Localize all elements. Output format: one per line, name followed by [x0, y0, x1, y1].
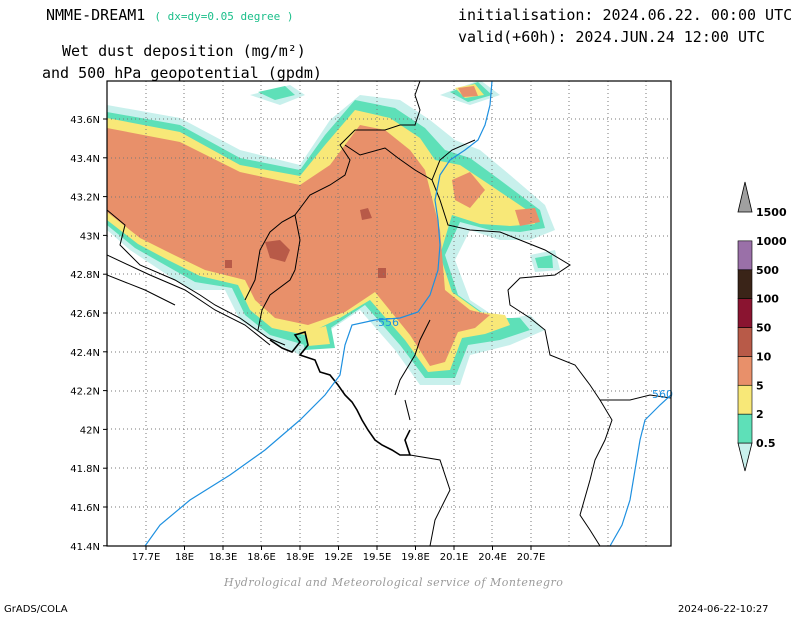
colorbar-high-arrow — [737, 181, 753, 213]
colorbar-low-arrow — [737, 442, 753, 472]
footer-left: GrADS/COLA — [4, 604, 68, 615]
footer-right: 2024-06-22-10:27 — [678, 604, 769, 615]
colorbar-label: 1500 — [756, 206, 787, 219]
x-tick-label: 18.9E — [286, 552, 315, 563]
x-tick-label: 19.2E — [324, 552, 353, 563]
coastline — [269, 330, 412, 456]
x-tick-label: 18E — [175, 552, 194, 563]
deposition-10-layer — [107, 86, 540, 366]
x-tick-label: 19.5E — [363, 552, 392, 563]
y-tick-label: 41.4N — [70, 542, 100, 553]
model-name: NMME-DREAM1 — [46, 6, 146, 24]
colorbar-segment — [737, 240, 753, 271]
colorbar-segment — [737, 269, 753, 299]
title-line-2: and 500 hPa geopotential (gpdm) — [42, 64, 322, 82]
colorbar-segment — [737, 384, 753, 415]
valid-time: valid(+60h): 2024.JUN.24 12:00 UTC — [458, 28, 766, 46]
y-axis: 43.6N 43.4N 43.2N 43N 42.8N 42.6N 42.4N 42.2N 42… — [70, 115, 107, 553]
resolution-label: ( dx=dy=0.05 degree ) — [154, 10, 294, 23]
colorbar-label: 0.5 — [756, 437, 776, 450]
x-tick-label: 18.3E — [209, 552, 238, 563]
colorbar-label: 10 — [756, 350, 772, 363]
contour-label-560: 560 — [652, 388, 673, 401]
y-tick-label: 41.6N — [70, 503, 100, 514]
colorbar-label: 50 — [756, 322, 772, 335]
y-tick-label: 41.8N — [70, 464, 100, 475]
credit-text: Hydrological and Meteorological service … — [224, 576, 564, 589]
x-tick-label: 20.7E — [517, 552, 546, 563]
contour-labels: 556 560 — [378, 316, 673, 401]
contour-label-556: 556 — [378, 316, 399, 329]
y-tick-label: 42.4N — [70, 348, 100, 359]
x-tick-label: 18.6E — [247, 552, 276, 563]
y-tick-label: 42.6N — [70, 309, 100, 320]
y-tick-label: 43N — [80, 231, 100, 242]
y-tick-label: 43.6N — [70, 115, 100, 126]
colorbar-label: 1000 — [756, 235, 787, 248]
y-tick-label: 42.2N — [70, 387, 100, 398]
colorbar-segment — [737, 356, 753, 386]
colorbar-label: 2 — [756, 408, 764, 421]
country-borders — [107, 81, 671, 546]
colorbar-segment — [737, 413, 753, 444]
x-tick-label: 20.1E — [440, 552, 469, 563]
deposition-50-layer — [225, 208, 386, 278]
colorbar-label: 100 — [756, 293, 779, 306]
x-tick-label: 19.8E — [401, 552, 430, 563]
y-tick-label: 43.2N — [70, 193, 100, 204]
title-line-1: Wet dust deposition (mg/m²) — [62, 42, 306, 60]
colorbar-segment — [737, 327, 753, 357]
x-tick-label: 20.4E — [478, 552, 507, 563]
geopotential-contours — [144, 81, 671, 546]
y-tick-label: 43.4N — [70, 154, 100, 165]
model-title: NMME-DREAM1 ( dx=dy=0.05 degree ) — [46, 6, 293, 24]
colorbar-segment — [737, 298, 753, 328]
init-time: initialisation: 2024.06.22. 00:00 UTC — [458, 6, 793, 24]
y-tick-label: 42.8N — [70, 270, 100, 281]
x-axis: 17.7E 18E 18.3E 18.6E 18.9E 19.2E 19.5E 19.8E 20… — [132, 546, 546, 563]
deposition-field — [107, 81, 671, 546]
x-tick-label: 17.7E — [132, 552, 161, 563]
y-tick-label: 42N — [80, 425, 100, 436]
colorbar-label: 500 — [756, 264, 779, 277]
colorbar: 0.5 2 5 10 50 100 500 1000 1500 — [737, 181, 787, 472]
colorbar-label: 5 — [756, 379, 764, 392]
